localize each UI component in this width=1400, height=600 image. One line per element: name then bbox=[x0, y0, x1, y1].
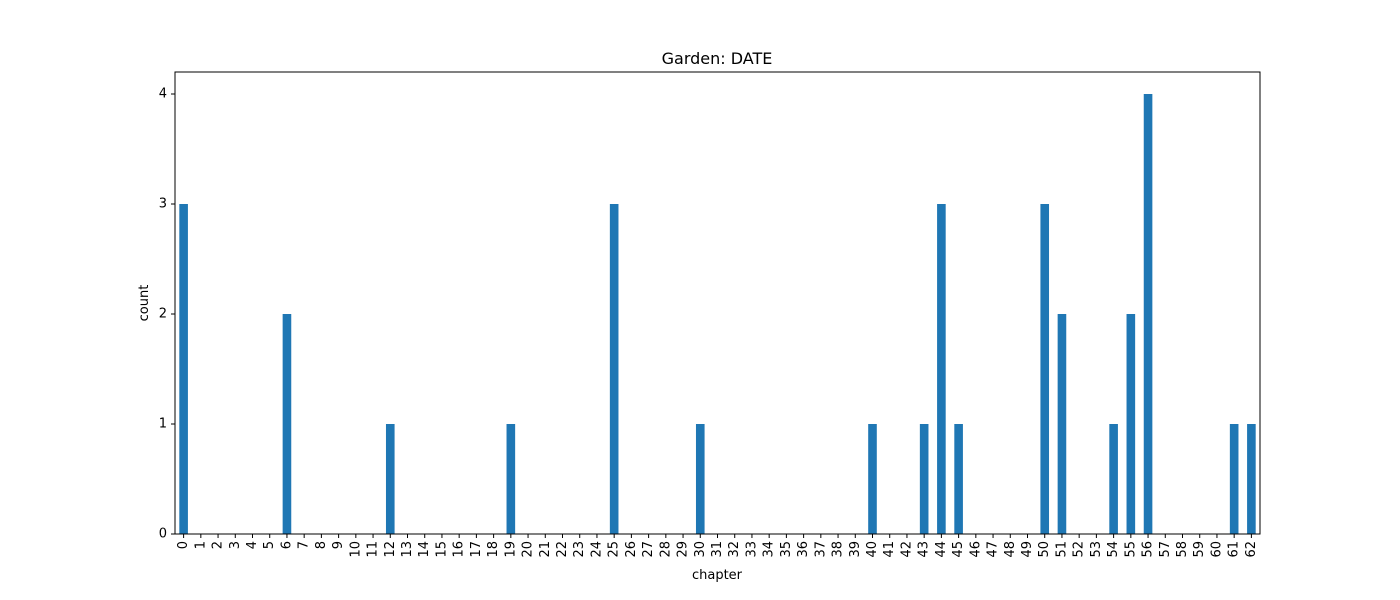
x-tick-label-19: 19 bbox=[503, 541, 518, 558]
x-tick-label-11: 11 bbox=[366, 541, 381, 558]
x-tick-label-41: 41 bbox=[882, 541, 897, 558]
bar-30 bbox=[695, 424, 705, 534]
x-tick-label-24: 24 bbox=[589, 541, 604, 558]
x-tick-label-1: 1 bbox=[193, 541, 208, 549]
x-tick-label-44: 44 bbox=[934, 541, 949, 558]
x-axis-ticks: 0 1 2 3 4 5 6 7 8 9 10 11 12 13 14 15 16 17 18 19 20 21 22 23 24… bbox=[176, 534, 1259, 558]
bar-19 bbox=[506, 424, 516, 534]
x-tick-label-38: 38 bbox=[831, 541, 846, 558]
x-tick-label-45: 45 bbox=[951, 541, 966, 558]
x-tick-label-53: 53 bbox=[1089, 541, 1104, 558]
x-tick-label-36: 36 bbox=[796, 541, 811, 558]
bar-25 bbox=[609, 204, 619, 534]
x-tick-label-16: 16 bbox=[452, 541, 467, 558]
x-tick-label-13: 13 bbox=[400, 541, 415, 558]
x-tick-label-34: 34 bbox=[762, 541, 777, 558]
x-tick-label-20: 20 bbox=[521, 541, 536, 558]
x-tick-label-23: 23 bbox=[572, 541, 587, 558]
x-tick-label-47: 47 bbox=[986, 541, 1001, 558]
bar-0 bbox=[179, 204, 188, 534]
bar-43 bbox=[919, 424, 929, 534]
x-tick-label-48: 48 bbox=[1003, 541, 1018, 558]
x-tick-label-33: 33 bbox=[744, 541, 759, 558]
x-tick-label-25: 25 bbox=[607, 541, 622, 558]
x-tick-label-15: 15 bbox=[434, 541, 449, 558]
y-axis-title: count bbox=[137, 285, 152, 322]
x-tick-label-40: 40 bbox=[865, 541, 880, 558]
y-tick-label-4: 4 bbox=[159, 87, 167, 102]
x-tick-label-22: 22 bbox=[555, 541, 570, 558]
bar-55 bbox=[1126, 314, 1136, 534]
x-tick-label-52: 52 bbox=[1072, 541, 1087, 558]
bar-6 bbox=[282, 314, 292, 534]
bar-40 bbox=[868, 424, 877, 534]
y-tick-label-3: 3 bbox=[159, 197, 167, 212]
bars-group bbox=[179, 94, 1256, 534]
chart-title: Garden: DATE bbox=[662, 49, 773, 68]
x-tick-label-2: 2 bbox=[211, 541, 226, 549]
x-tick-label-5: 5 bbox=[262, 541, 277, 549]
bar-54 bbox=[1109, 424, 1118, 534]
x-tick-label-21: 21 bbox=[538, 541, 553, 558]
x-tick-label-50: 50 bbox=[1037, 541, 1052, 558]
x-tick-label-29: 29 bbox=[676, 541, 691, 558]
bar-62 bbox=[1247, 424, 1256, 534]
x-tick-label-56: 56 bbox=[1141, 541, 1156, 558]
x-tick-label-31: 31 bbox=[710, 541, 725, 558]
x-tick-label-61: 61 bbox=[1227, 541, 1242, 558]
x-tick-label-18: 18 bbox=[486, 541, 501, 558]
x-tick-label-54: 54 bbox=[1106, 541, 1121, 558]
x-tick-label-37: 37 bbox=[813, 541, 828, 558]
x-tick-label-27: 27 bbox=[641, 541, 656, 558]
x-tick-label-51: 51 bbox=[1054, 541, 1069, 558]
y-axis-ticks: 0 1 2 3 4 bbox=[159, 87, 175, 542]
y-tick-label-2: 2 bbox=[159, 307, 167, 322]
bar-45 bbox=[954, 424, 963, 534]
x-tick-label-39: 39 bbox=[848, 541, 863, 558]
x-tick-label-7: 7 bbox=[297, 541, 312, 549]
bar-44 bbox=[937, 204, 946, 534]
x-tick-label-60: 60 bbox=[1209, 541, 1224, 558]
x-tick-label-58: 58 bbox=[1175, 541, 1190, 558]
x-tick-label-10: 10 bbox=[348, 541, 363, 558]
x-tick-label-14: 14 bbox=[417, 541, 432, 558]
x-tick-label-46: 46 bbox=[968, 541, 983, 558]
x-tick-label-26: 26 bbox=[624, 541, 639, 558]
x-tick-label-62: 62 bbox=[1244, 541, 1259, 558]
x-tick-label-9: 9 bbox=[331, 541, 346, 549]
x-axis-title: chapter bbox=[692, 568, 743, 583]
bar-51 bbox=[1057, 314, 1067, 534]
y-tick-label-0: 0 bbox=[159, 527, 167, 542]
bar-12 bbox=[385, 424, 395, 534]
bar-50 bbox=[1040, 204, 1050, 534]
x-tick-label-28: 28 bbox=[658, 541, 673, 558]
bar-56 bbox=[1143, 94, 1153, 534]
x-tick-label-0: 0 bbox=[176, 541, 191, 549]
x-tick-label-49: 49 bbox=[1020, 541, 1035, 558]
y-tick-label-1: 1 bbox=[159, 417, 167, 432]
x-tick-label-57: 57 bbox=[1158, 541, 1173, 558]
x-tick-label-35: 35 bbox=[779, 541, 794, 558]
x-tick-label-8: 8 bbox=[314, 541, 329, 549]
x-tick-label-30: 30 bbox=[693, 541, 708, 558]
bar-61 bbox=[1229, 424, 1239, 534]
x-tick-label-6: 6 bbox=[279, 541, 294, 549]
x-tick-label-42: 42 bbox=[899, 541, 914, 558]
x-tick-label-32: 32 bbox=[727, 541, 742, 558]
x-tick-label-43: 43 bbox=[917, 541, 932, 558]
plot-frame bbox=[174, 71, 1261, 535]
x-tick-label-4: 4 bbox=[245, 541, 260, 549]
x-tick-label-59: 59 bbox=[1192, 541, 1207, 558]
x-tick-label-55: 55 bbox=[1123, 541, 1138, 558]
x-tick-label-3: 3 bbox=[228, 541, 243, 549]
x-tick-label-12: 12 bbox=[383, 541, 398, 558]
x-tick-label-17: 17 bbox=[469, 541, 484, 558]
